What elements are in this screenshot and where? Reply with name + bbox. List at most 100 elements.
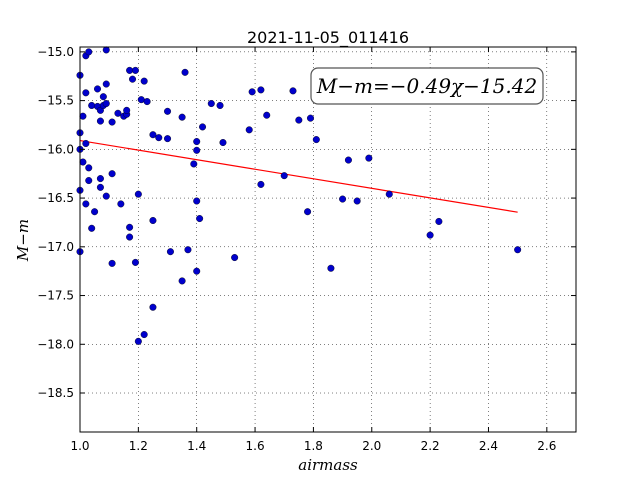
data-point (94, 85, 102, 93)
x-tick-label: 1.4 (187, 439, 206, 453)
data-point (181, 68, 189, 76)
data-point (143, 98, 151, 106)
y-tick-label: −17.0 (37, 240, 74, 254)
data-point (184, 246, 192, 254)
data-point (88, 224, 96, 232)
data-point (85, 164, 93, 172)
data-point (91, 208, 99, 216)
data-point (108, 259, 116, 267)
chart-title: 2021-11-05_011416 (247, 28, 409, 48)
y-tick-label: −18.0 (37, 337, 74, 351)
y-tick-label: −15.0 (37, 45, 74, 59)
data-point (344, 156, 352, 164)
data-point (207, 100, 215, 108)
plot-area-frame (79, 46, 577, 433)
data-point (166, 248, 174, 256)
data-point (134, 190, 142, 198)
data-point (79, 158, 87, 166)
x-tick-label: 2.4 (479, 439, 498, 453)
data-point (99, 93, 107, 101)
data-point (514, 246, 522, 254)
data-point (131, 258, 139, 266)
data-point (96, 117, 104, 125)
data-point (193, 267, 201, 275)
data-point (123, 106, 131, 114)
data-point (193, 138, 201, 146)
data-point (140, 77, 148, 85)
data-point (295, 116, 303, 124)
x-axis-ticks: 1.0 1.2 1.4 1.6 1.8 2.0 2.2 2.4 2.6 (70, 47, 556, 453)
data-point (82, 139, 90, 147)
data-point (164, 135, 172, 143)
y-tick-label: −18.5 (37, 386, 74, 400)
x-tick-label: 1.6 (246, 439, 265, 453)
data-point (199, 123, 207, 131)
y-tick-label: −16.5 (37, 191, 74, 205)
data-point (114, 109, 122, 117)
data-point (126, 66, 134, 74)
data-point (231, 254, 239, 262)
fit-equation: M−m=−0.49χ−15.42 (316, 74, 537, 98)
data-point (280, 172, 288, 180)
data-point (102, 80, 110, 88)
x-tick-label: 1.2 (129, 439, 148, 453)
data-point (108, 118, 116, 126)
data-point (117, 200, 125, 208)
data-point (257, 86, 265, 94)
data-point (190, 160, 198, 168)
x-tick-label: 2.0 (362, 439, 381, 453)
x-tick-label: 1.8 (304, 439, 323, 453)
data-point (102, 100, 110, 108)
data-point (426, 231, 434, 239)
data-point (164, 107, 172, 115)
y-tick-label: −16.0 (37, 142, 74, 156)
data-point (129, 75, 137, 83)
data-point (108, 170, 116, 178)
data-point (102, 46, 110, 54)
data-point (385, 190, 393, 198)
x-tick-label: 2.2 (421, 439, 440, 453)
data-point (149, 303, 157, 311)
data-point (82, 89, 90, 97)
data-point (257, 180, 265, 188)
data-point (88, 101, 96, 109)
data-point (435, 217, 443, 225)
fit-equation-box: M−m=−0.49χ−15.42 (310, 67, 544, 105)
y-axis-label: M−m (14, 219, 32, 262)
data-point (155, 134, 163, 142)
data-points (76, 46, 522, 345)
data-point (134, 337, 142, 345)
data-point (216, 101, 224, 109)
data-point (126, 233, 134, 241)
x-tick-label: 1.0 (70, 439, 89, 453)
data-point (85, 48, 93, 56)
fit-line (79, 139, 518, 213)
data-point (140, 331, 148, 339)
data-point (312, 136, 320, 144)
data-point (304, 208, 312, 216)
x-axis-label: airmass (298, 456, 358, 474)
data-point (178, 277, 186, 285)
data-point (245, 126, 253, 134)
data-point (82, 200, 90, 208)
data-point (178, 113, 186, 121)
data-point (149, 131, 157, 139)
data-point (289, 87, 297, 95)
data-point (131, 66, 139, 74)
fit-line-layer (79, 139, 518, 213)
data-point (327, 264, 335, 272)
data-point (353, 197, 361, 205)
data-point (126, 223, 134, 231)
data-point (196, 215, 204, 223)
data-point (96, 183, 104, 191)
data-point (149, 216, 157, 224)
data-point (263, 111, 271, 119)
data-point (193, 197, 201, 205)
data-point (102, 192, 110, 200)
data-point (306, 114, 314, 122)
data-point (193, 146, 201, 154)
data-point (339, 195, 347, 203)
data-point (137, 96, 145, 104)
y-axis-ticks: −15.0 −15.5 −16.0 −16.5 −17.0 −17.5 −18.0 −18.5 (37, 45, 576, 400)
